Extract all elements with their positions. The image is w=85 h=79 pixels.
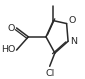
Text: O: O [68,16,75,25]
Text: HO: HO [1,45,15,54]
Text: O: O [8,24,15,33]
Text: Cl: Cl [46,69,55,78]
Text: N: N [70,37,77,46]
